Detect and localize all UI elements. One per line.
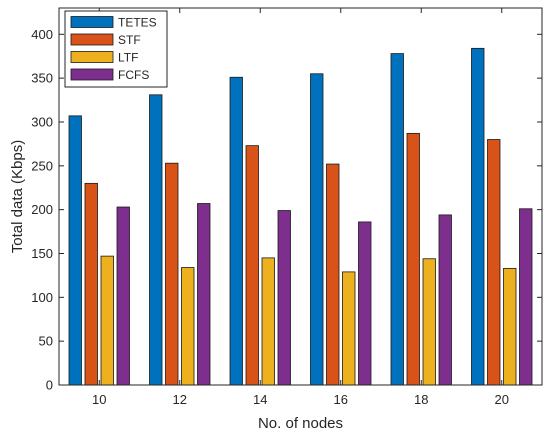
bar-fcfs-12 bbox=[197, 203, 211, 386]
bar-stf-10 bbox=[84, 182, 98, 386]
bar-tetes-10 bbox=[68, 115, 82, 386]
y-tick-label: 250 bbox=[31, 158, 53, 173]
bar-fcfs-20 bbox=[519, 208, 533, 386]
legend-swatch-fcfs bbox=[70, 68, 114, 81]
legend-swatch-stf bbox=[70, 33, 114, 46]
x-tick-label: 12 bbox=[173, 392, 187, 407]
x-tick-label: 18 bbox=[414, 392, 428, 407]
y-tick-label: 150 bbox=[31, 246, 53, 261]
bar-fcfs-10 bbox=[116, 206, 130, 386]
legend-swatch-ltf bbox=[70, 51, 114, 63]
x-axis-label: No. of nodes bbox=[258, 415, 343, 432]
bar-ltf-14 bbox=[261, 257, 275, 386]
bar-fcfs-18 bbox=[438, 214, 452, 386]
y-axis-label: Total data (Kbps) bbox=[9, 140, 26, 253]
bar-tetes-16 bbox=[310, 73, 324, 386]
legend-label-stf: STF bbox=[118, 33, 141, 47]
y-tick-label: 400 bbox=[31, 27, 53, 42]
legend-items: TETES STF LTF FCFS bbox=[70, 16, 157, 82]
axis-layer: 0 50 100 150 200 250 300 350 400 10 12 14 16 18 20 bbox=[31, 8, 542, 407]
bar-fcfs-14 bbox=[277, 210, 291, 386]
bars-layer bbox=[68, 47, 533, 386]
y-tick-label: 0 bbox=[46, 378, 53, 393]
bar-ltf-18 bbox=[422, 258, 436, 386]
bar-tetes-20 bbox=[471, 47, 485, 386]
bar-ltf-20 bbox=[503, 267, 517, 386]
y-tick-label: 50 bbox=[39, 334, 53, 349]
bar-tetes-14 bbox=[229, 76, 243, 386]
bar-tetes-18 bbox=[390, 53, 404, 386]
bar-stf-20 bbox=[487, 139, 501, 386]
legend-label-tetes: TETES bbox=[118, 16, 157, 30]
bar-tetes-12 bbox=[149, 94, 163, 386]
plot-frame bbox=[58, 7, 543, 386]
bar-stf-12 bbox=[165, 162, 179, 386]
y-tick-label: 200 bbox=[31, 202, 53, 217]
x-tick-label: 14 bbox=[253, 392, 267, 407]
bar-stf-16 bbox=[326, 163, 340, 386]
bar-ltf-10 bbox=[100, 255, 114, 386]
bar-ltf-16 bbox=[342, 271, 356, 386]
y-tick-label: 300 bbox=[31, 114, 53, 129]
legend-label-ltf: LTF bbox=[118, 51, 138, 65]
x-tick-label: 20 bbox=[495, 392, 509, 407]
bar-stf-18 bbox=[406, 132, 420, 386]
x-tick-label: 16 bbox=[334, 392, 348, 407]
legend-swatch-tetes bbox=[70, 16, 114, 28]
bar-fcfs-16 bbox=[358, 221, 372, 386]
x-tick-label: 10 bbox=[92, 392, 106, 407]
legend: TETES STF LTF FCFS bbox=[64, 10, 168, 88]
y-tick-label: 100 bbox=[31, 290, 53, 305]
legend-label-fcfs: FCFS bbox=[118, 68, 149, 82]
y-tick-label: 350 bbox=[31, 71, 53, 86]
bar-stf-14 bbox=[245, 145, 259, 386]
bar-ltf-12 bbox=[181, 267, 195, 386]
